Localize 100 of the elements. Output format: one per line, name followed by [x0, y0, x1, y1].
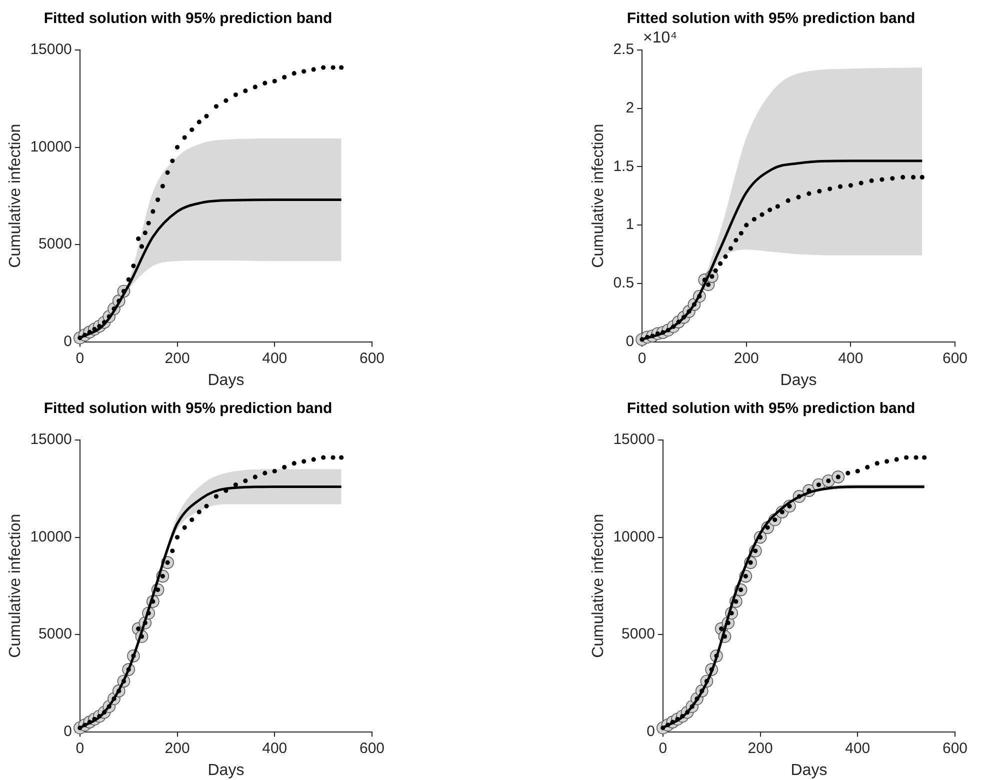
point: [713, 268, 718, 273]
point: [190, 517, 194, 522]
point: [302, 459, 306, 464]
point: [170, 158, 175, 164]
point: [142, 230, 148, 236]
x-tick-label: 200: [734, 350, 759, 367]
point: [131, 264, 136, 268]
point: [922, 455, 927, 460]
point: [718, 261, 723, 266]
chart-title: Fitted solution with 95% prediction band: [626, 10, 916, 28]
x-tick-label: 0: [76, 740, 84, 757]
point: [752, 216, 756, 222]
point: [339, 455, 344, 460]
point: [292, 461, 296, 466]
point: [282, 464, 287, 470]
y-axis-title: Cumulative infection: [7, 124, 24, 268]
point: [136, 236, 141, 241]
y-tick-label: 2: [626, 100, 634, 116]
y-tick-label: 1.5: [613, 158, 634, 175]
y-tick-label: 0: [64, 722, 72, 740]
x-tick-label: 400: [845, 740, 870, 757]
chart-title: Fitted solution with 95% prediction band: [626, 400, 916, 418]
point: [904, 455, 909, 460]
y-tick-label: 2.5: [613, 41, 634, 58]
point: [233, 92, 238, 98]
point: [723, 254, 728, 259]
point: [302, 69, 306, 74]
x-tick-label: 0: [76, 350, 84, 367]
point: [224, 98, 228, 103]
point: [170, 548, 175, 554]
y-tick-label: 0.5: [613, 274, 634, 292]
y-tick-label: 0: [626, 332, 634, 350]
point: [786, 198, 790, 203]
x-axis-title: Days: [208, 372, 244, 389]
point: [768, 208, 772, 212]
x-tick-label: 600: [359, 740, 385, 757]
y-tick-label: 10000: [30, 528, 72, 546]
point: [214, 104, 219, 109]
point: [858, 180, 864, 186]
point: [900, 174, 906, 180]
point: [262, 80, 268, 86]
x-tick-label: 600: [359, 350, 385, 367]
point: [182, 525, 187, 530]
point: [146, 220, 151, 226]
point: [204, 504, 209, 508]
y-tick-label: 10000: [613, 528, 655, 546]
y-tick-label: 5000: [622, 626, 655, 643]
chart-title: Fitted solution with 95% prediction band: [44, 10, 332, 28]
point: [196, 120, 202, 124]
point: [126, 277, 131, 282]
x-tick-label: 200: [164, 740, 190, 757]
point: [160, 184, 165, 188]
point: [738, 230, 744, 236]
y-tick-label: 5000: [38, 626, 72, 643]
point: [920, 174, 924, 180]
x-tick-label: 200: [748, 740, 773, 757]
point: [734, 238, 738, 243]
x-axis-title: Days: [208, 762, 244, 779]
point: [865, 464, 870, 470]
x-axis-title: Days: [790, 762, 828, 779]
point: [272, 468, 277, 474]
point: [330, 65, 336, 70]
point: [182, 135, 187, 140]
x-tick-label: 200: [164, 350, 190, 367]
point: [252, 84, 258, 90]
point: [744, 222, 749, 228]
point: [796, 194, 801, 200]
x-tick-label: 400: [838, 350, 864, 367]
point: [252, 474, 258, 480]
point: [869, 178, 874, 184]
point: [150, 209, 156, 214]
point: [894, 457, 899, 462]
point: [846, 470, 850, 476]
y-axis-title: Cumulative infection: [590, 514, 608, 658]
point: [204, 114, 209, 118]
point: [272, 78, 277, 84]
point: [139, 244, 144, 249]
point: [196, 510, 202, 514]
x-tick-label: 0: [658, 740, 668, 757]
x-tick-label: 600: [942, 740, 968, 757]
y-tick-label: 15000: [30, 41, 72, 58]
point: [165, 170, 170, 175]
y-tick-label: 1: [626, 216, 634, 234]
text: ×10⁴: [643, 29, 678, 46]
point: [174, 144, 180, 150]
point: [880, 177, 884, 182]
point: [910, 174, 916, 180]
x-tick-label: 400: [262, 740, 288, 757]
point: [311, 457, 316, 462]
point: [914, 455, 918, 460]
y-axis-title: Cumulative infection: [7, 514, 24, 658]
point: [855, 468, 860, 474]
point: [330, 455, 336, 460]
y-tick-label: 15000: [613, 431, 655, 448]
point: [884, 459, 890, 464]
point: [243, 478, 248, 484]
y-tick-label: 0: [646, 722, 655, 740]
y-tick-label: 15000: [30, 431, 72, 448]
point: [760, 212, 764, 217]
point: [828, 186, 832, 192]
